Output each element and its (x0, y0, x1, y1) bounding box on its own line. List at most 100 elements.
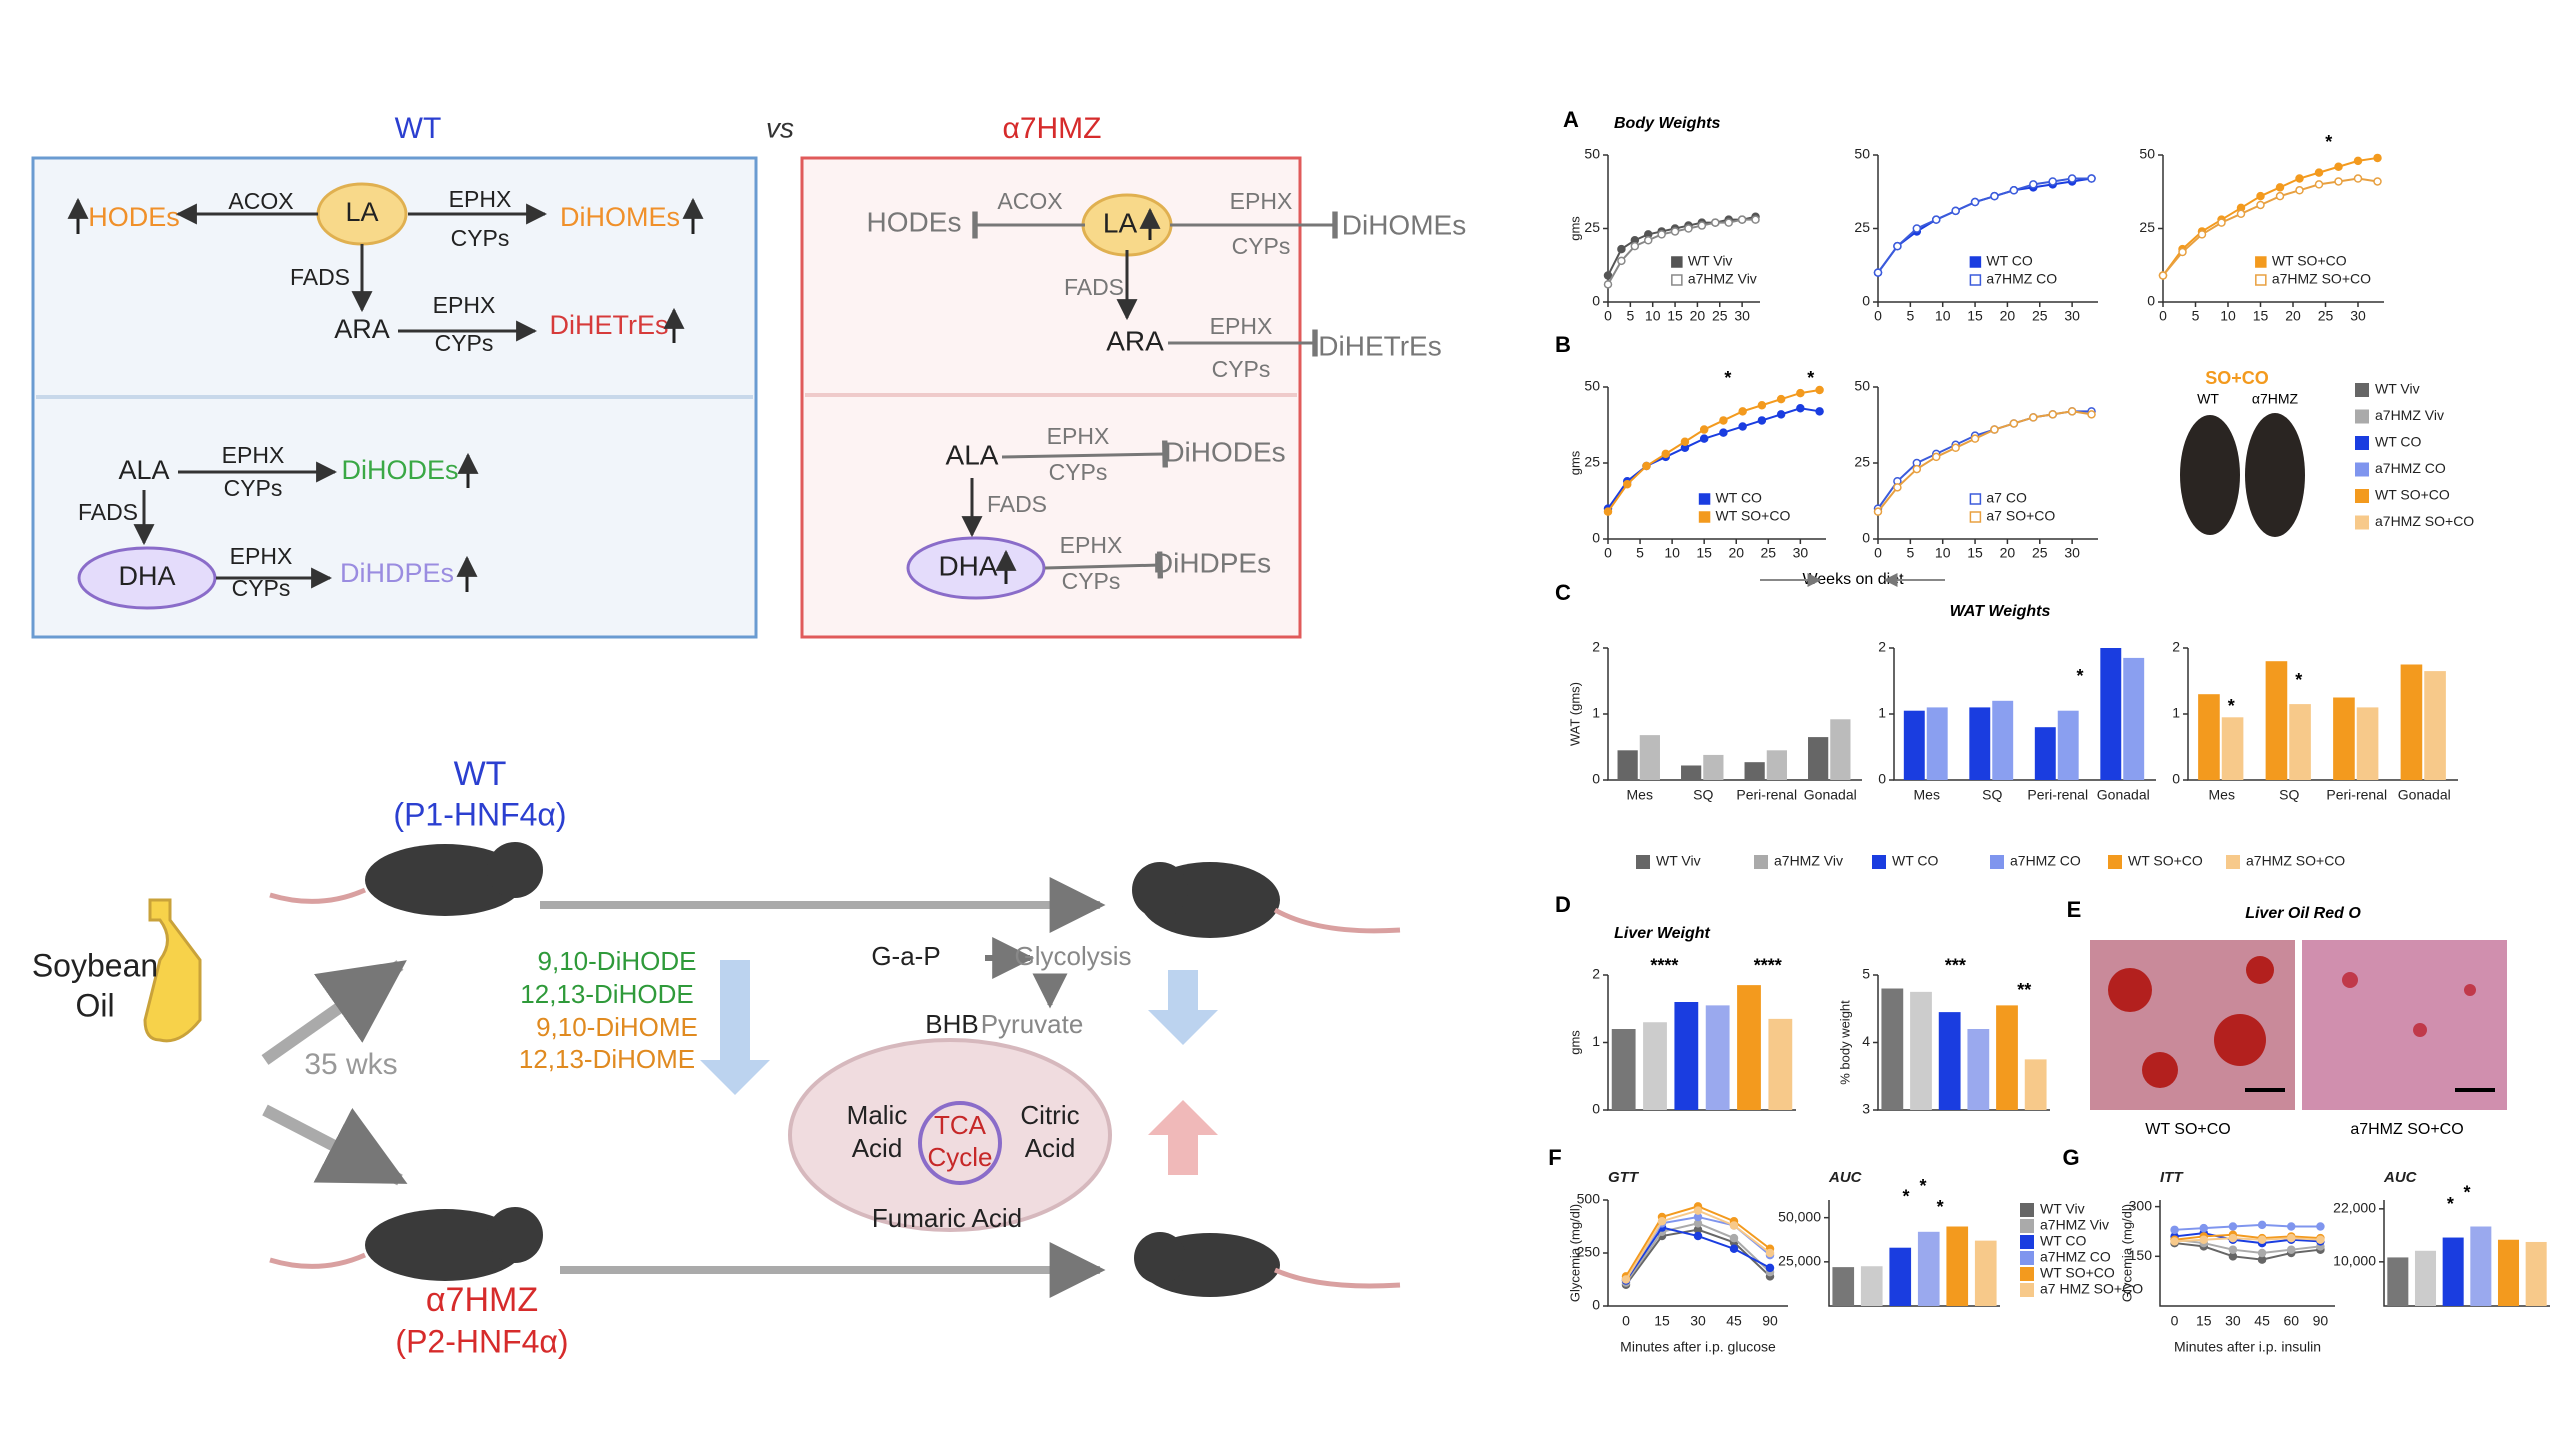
x-tick-label: 20 (2000, 545, 2016, 561)
series-line (2174, 1233, 2321, 1241)
legend-label: a7HMZ SO+CO (2272, 271, 2371, 287)
data-point (1815, 407, 1824, 416)
y-axis-label: gms (1567, 450, 1582, 475)
data-point (1990, 191, 1999, 201)
x-tick-label: 5 (1636, 545, 1644, 561)
data-point (1738, 407, 1747, 416)
data-point (2275, 191, 2285, 201)
data-point (1711, 218, 1720, 227)
x-tick-label: 30 (2064, 545, 2080, 561)
pathway-label: CYPs (224, 475, 283, 501)
y-tick-label: 50 (1854, 146, 1870, 162)
data-point (2178, 247, 2187, 257)
data-point (1751, 215, 1760, 224)
series-line (2174, 1242, 2321, 1261)
data-point (2170, 1237, 2179, 1246)
pathway-label: ARA (1106, 325, 1164, 356)
legend-swatch (2020, 1267, 2034, 1281)
x-tick-label: 0 (1604, 308, 1612, 324)
data-point (1699, 434, 1709, 443)
pathway-label: EPHX (433, 292, 496, 318)
data-point (1630, 241, 1640, 251)
bar (1611, 1029, 1636, 1110)
bar (2414, 1250, 2437, 1306)
y-axis-label: gms (1567, 1030, 1582, 1055)
data-point (2228, 1222, 2238, 1231)
y-tick-label: 500 (1577, 1191, 1601, 1207)
pathway-label: DiHODEs (341, 455, 458, 485)
y-tick-label: 25 (2139, 219, 2155, 235)
hmz-box (800, 156, 1302, 639)
data-point (2373, 153, 2382, 163)
y-tick-label: 2 (1592, 639, 1600, 655)
y-tick-label: 150 (2129, 1247, 2153, 1263)
bar (2333, 697, 2355, 780)
x-tick-label: 20 (2000, 308, 2016, 324)
annotation: * (2295, 670, 2302, 690)
y-tick-label: 1 (1592, 705, 1600, 721)
y-tick-label: 3 (1862, 1101, 1870, 1117)
y-tick-label: 50 (1854, 378, 1870, 394)
series-line (1607, 389, 1820, 513)
x-tick-label: 15 (1967, 308, 1983, 324)
axis (2159, 1200, 2335, 1307)
y-tick-label: 300 (2129, 1197, 2153, 1213)
x-tick-label: 0 (2171, 1313, 2179, 1329)
data-point (1661, 449, 1670, 459)
panel-label: B (1555, 332, 1571, 357)
chart-title: AUC (2383, 1169, 2418, 1186)
x-tick-label: 15 (1667, 308, 1683, 324)
x-tick-label: Peri-renal (2027, 787, 2088, 803)
data-point (1729, 1221, 1739, 1230)
data-point (1622, 480, 1632, 489)
x-tick-label: 0 (2159, 308, 2167, 324)
bar (2034, 727, 2056, 780)
pathway-label: FADS (987, 491, 1047, 517)
data-point (1815, 385, 1824, 395)
series-line (1877, 410, 2092, 513)
bar (2387, 1257, 2409, 1306)
pathway-label: DiHOMEs (1342, 209, 1466, 240)
x-tick-label: 5 (1626, 308, 1634, 324)
data-point (2257, 1248, 2267, 1258)
abstract-label: α7HMZ (426, 1281, 538, 1319)
legend-marker (1698, 493, 1711, 505)
data-point (2197, 230, 2207, 239)
data-point (2257, 1220, 2267, 1230)
legend-marker (1969, 511, 1982, 523)
data-point (2295, 186, 2304, 195)
x-tick-label: 60 (2283, 1313, 2299, 1329)
bar (1881, 988, 1904, 1110)
abstract-label: Cycle (927, 1142, 992, 1172)
panel-label: Weeks on diet (1802, 571, 1904, 588)
data-point (2228, 1233, 2238, 1243)
data-point (2353, 174, 2363, 183)
pathway-label: FADS (1064, 274, 1124, 300)
x-tick-label: 0 (1874, 545, 1882, 561)
annotation: * (1724, 368, 1731, 388)
x-tick-label: 25 (1712, 308, 1728, 324)
bar (2198, 694, 2220, 780)
y-tick-label: 1 (1592, 1033, 1600, 1049)
legend-swatch (2355, 462, 2369, 477)
series-line (2174, 1232, 2321, 1245)
pathway-label: DHA (118, 561, 175, 591)
y-tick-label: 4 (1862, 1033, 1870, 1049)
bar (1926, 707, 1948, 780)
bar (2289, 704, 2311, 780)
x-tick-label: 5 (1906, 545, 1914, 561)
legend-label: WT Viv (2040, 1201, 2085, 1217)
y-tick-label: 2 (2172, 639, 2180, 655)
panel-label: Liver Weight (1614, 925, 1710, 942)
pathway-label: ALA (118, 455, 169, 485)
legend-label: a7 CO (1986, 490, 2027, 506)
panel-label: D (1555, 892, 1571, 917)
data-point (1603, 280, 1613, 289)
bar (2470, 1226, 2492, 1306)
data-point (2257, 1235, 2267, 1244)
bar (1681, 765, 1702, 780)
data-point (1776, 394, 1786, 404)
x-tick-label: 15 (1967, 545, 1983, 561)
bar (1766, 750, 1787, 780)
data-point (2087, 174, 2096, 183)
